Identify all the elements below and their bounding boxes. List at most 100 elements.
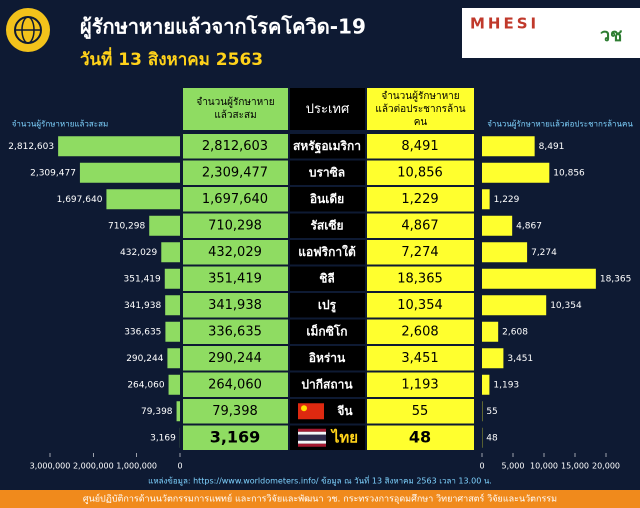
country: สหรัฐอเมริกา	[293, 139, 361, 154]
table-value: 432,029	[208, 245, 262, 260]
table-cell	[183, 213, 288, 238]
table-value: 336,635	[208, 324, 262, 339]
bar	[161, 242, 180, 263]
flag	[298, 440, 326, 444]
table-value: 2,309,477	[202, 165, 268, 180]
country: รัสเซีย	[310, 218, 343, 232]
table-cell	[367, 293, 474, 318]
table-cell	[367, 319, 474, 344]
source: แหล่งข้อมูล: https://www.worldometers.in…	[148, 475, 492, 487]
value-label: 710,298	[108, 221, 145, 231]
bar	[482, 348, 504, 369]
table-cell	[183, 266, 288, 291]
axis-title: จำนวนผู้รักษาหายแล้วสะสม	[12, 120, 109, 130]
table-value: 710,298	[208, 218, 262, 233]
column-header: จำนวนผู้รักษาหายแล้วสะสม	[183, 88, 288, 130]
table-cell	[367, 134, 474, 159]
bar	[165, 321, 180, 342]
table-cell	[367, 372, 474, 397]
table-value: 2,608	[401, 324, 438, 339]
country: ปากีสถาน	[301, 377, 353, 391]
flag	[298, 403, 324, 420]
table-cell	[290, 213, 365, 238]
value-label: 2,608	[502, 327, 528, 337]
bar	[79, 162, 180, 183]
table-cell	[290, 266, 365, 291]
table-cell	[290, 346, 365, 371]
bar	[482, 374, 490, 395]
table-cell	[183, 425, 288, 450]
country: เปรู	[318, 298, 337, 313]
x-tick-label: 0	[177, 462, 182, 471]
table-cell	[290, 240, 365, 265]
bar	[482, 295, 547, 316]
table-value: 264,060	[208, 377, 262, 392]
table-value: 1,193	[401, 377, 438, 392]
country: อินเดีย	[310, 192, 344, 206]
x-tick-label: 10,000	[530, 462, 558, 471]
bar	[106, 189, 180, 210]
value-label: 8,491	[539, 142, 565, 152]
table-cell	[367, 187, 474, 212]
bar	[58, 136, 180, 157]
x-tick-label: 5,000	[502, 462, 525, 471]
x-tick-label: 20,000	[592, 462, 620, 471]
bar	[165, 295, 180, 316]
table-value: 3,169	[210, 427, 261, 446]
table-value: 8,491	[401, 139, 438, 154]
table-cell	[367, 346, 474, 371]
table-cell	[183, 160, 288, 185]
table-cell	[183, 293, 288, 318]
table-value: 10,856	[397, 165, 443, 180]
country: บราซิล	[309, 165, 345, 179]
value-label: 1,193	[493, 380, 519, 390]
table-cell	[183, 187, 288, 212]
table-value: 3,451	[401, 351, 438, 366]
value-label: 3,169	[150, 433, 176, 443]
table-value: 1,229	[401, 192, 438, 207]
table-value: 79,398	[212, 404, 258, 419]
flag	[298, 434, 326, 441]
bar	[482, 136, 535, 157]
table-cell	[290, 372, 365, 397]
value-label: 48	[486, 433, 498, 443]
x-tick-label: 0	[479, 462, 484, 471]
logo-box	[462, 8, 640, 58]
value-label: 351,419	[124, 274, 161, 284]
table-cell	[183, 319, 288, 344]
value-label: 3,451	[507, 354, 533, 364]
bar	[176, 401, 180, 422]
value-label: 4,867	[516, 221, 542, 231]
bar	[164, 268, 180, 289]
bar	[482, 162, 550, 183]
value-label: 341,938	[124, 301, 161, 311]
value-label: 290,244	[126, 354, 163, 364]
value-label: 2,812,603	[8, 142, 54, 152]
bar	[482, 321, 499, 342]
table-cell	[290, 160, 365, 185]
country: ไทย	[330, 427, 358, 446]
table-value: 7,274	[401, 245, 438, 260]
country: ชิลี	[319, 271, 335, 285]
table-cell	[367, 240, 474, 265]
bar	[482, 189, 490, 210]
table-value: 4,867	[401, 218, 438, 233]
table-value: 48	[409, 427, 431, 446]
value-label: 7,274	[531, 248, 557, 258]
bar	[482, 215, 513, 236]
axis-title: จำนวนผู้รักษาหายแล้วต่อประชากรล้านคน	[487, 120, 633, 130]
flag	[298, 431, 326, 435]
footer-bar	[0, 490, 640, 508]
country: เม็กซิโก	[306, 323, 347, 338]
value-label: 1,229	[494, 195, 520, 205]
value-label: 10,354	[550, 301, 582, 311]
table-cell	[183, 240, 288, 265]
table-cell	[290, 293, 365, 318]
country: อิหร่าน	[309, 351, 346, 365]
table-cell	[183, 372, 288, 397]
table-value: 2,812,603	[202, 139, 268, 154]
value-label: 10,856	[553, 168, 585, 178]
bar	[149, 215, 180, 236]
logo: MHESI	[470, 15, 539, 33]
